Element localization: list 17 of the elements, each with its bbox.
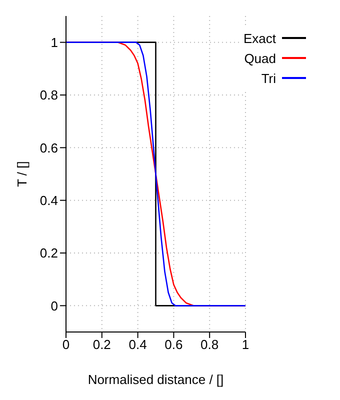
x-tick-label: 0.4 [128, 337, 147, 352]
x-tick-label: 0.6 [164, 337, 183, 352]
legend-label: Exact [243, 30, 276, 46]
legend-label: Quad [244, 50, 276, 66]
y-tick-label: 0.2 [40, 246, 58, 261]
x-tick-label: 0.8 [200, 337, 219, 352]
x-tick-label: 1 [242, 337, 250, 352]
y-tick-label: 0.6 [40, 140, 58, 156]
y-tick-label: 1 [50, 34, 58, 50]
legend-label: Tri [261, 70, 276, 86]
x-tick-label: 0 [62, 337, 70, 352]
y-tick-label: 0 [50, 298, 58, 314]
x-tick-label: 0.2 [92, 337, 111, 352]
y-tick-label: 0.4 [40, 192, 58, 208]
x-axis-title: Normalised distance / [] [88, 372, 224, 387]
y-tick-label: 0.8 [40, 88, 58, 103]
y-axis-title: T / [] [14, 161, 30, 187]
